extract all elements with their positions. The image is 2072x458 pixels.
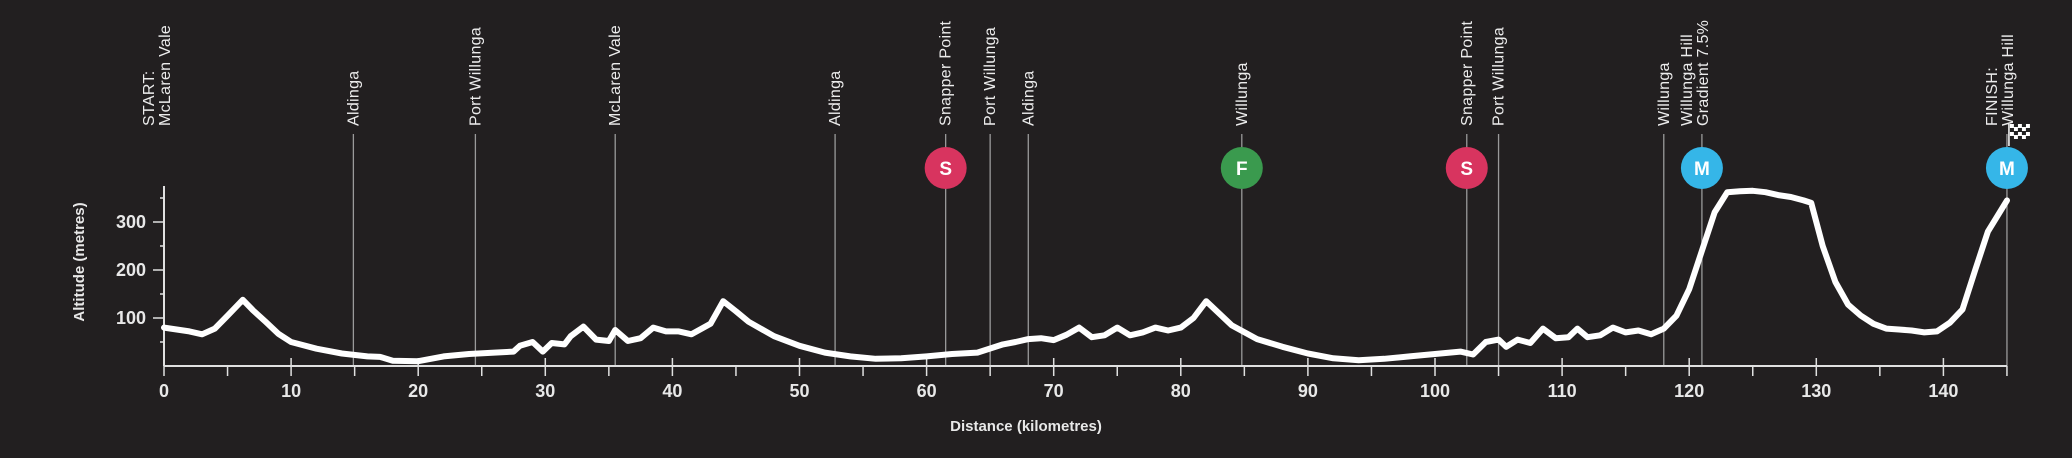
waypoint-label-line: FINISH: [1984, 67, 2001, 126]
waypoint-label: Port Willunga [1491, 27, 1508, 126]
waypoint-label-line: McLaren Vale [607, 25, 624, 126]
flag-square [2009, 136, 2014, 140]
x-tick-label: 60 [917, 381, 937, 401]
x-tick-label: 0 [159, 381, 169, 401]
waypoint-label: Port Willunga [467, 27, 484, 126]
waypoint-label-line: Willunga Hill [1679, 34, 1696, 126]
elevation-profile-line [161, 187, 2010, 365]
waypoint-label-line: Aldinga [827, 71, 844, 126]
flag-square [2025, 128, 2030, 132]
x-tick-label: 70 [1044, 381, 1064, 401]
waypoint-label-line: Port Willunga [982, 27, 999, 126]
axes: 0 10 20 30 40 50 60 70 80 90 100 110 120 130 140 100 200… [116, 186, 2008, 401]
flag-square [2017, 124, 2022, 128]
mountain-badge-icon [1680, 147, 1723, 189]
flag-square [2025, 124, 2030, 128]
x-tick-label: 50 [789, 381, 809, 401]
waypoint-label: FINISH:Willunga Hill [1984, 34, 2017, 126]
waypoints: START:McLaren Vale Aldinga Port Willunga Mc… [141, 20, 2017, 366]
waypoint-label: Snapper Point [1459, 20, 1476, 126]
waypoint-label: Willunga HillGradient 7.5% [1679, 20, 1712, 126]
y-tick-label: 100 [116, 308, 146, 328]
waypoint-label: McLaren Vale [607, 25, 624, 126]
flag-square [2021, 127, 2026, 131]
x-tick-label: 90 [1298, 381, 1318, 401]
sprint-badge-label: S [1460, 159, 1473, 180]
feed-zone-badge-label: F [1236, 159, 1248, 180]
waypoint-label: Willunga [1656, 62, 1673, 126]
sprint-badge-label: S [939, 159, 952, 180]
x-tick-label: 30 [535, 381, 555, 401]
waypoint-label-line: Willunga Hill [2000, 34, 2017, 126]
x-tick-label: 110 [1548, 381, 1577, 401]
waypoint-label: Port Willunga [982, 27, 999, 126]
x-axis-title: Distance (kilometres) [950, 418, 1102, 435]
sprint-badge-icon [1445, 147, 1488, 189]
mountain-badge-label: M [1999, 159, 2015, 180]
waypoint-label-line: Willunga [1656, 62, 1673, 126]
waypoint-label: START:McLaren Vale [141, 25, 174, 126]
waypoint-label-line: Snapper Point [938, 20, 955, 126]
x-tick-label: 80 [1171, 381, 1191, 401]
waypoint-label-line: Gradient 7.5% [1695, 20, 1712, 126]
waypoint-label-line: START: [141, 71, 158, 126]
x-tick-label: 130 [1801, 381, 1831, 401]
flag-square [2013, 131, 2018, 135]
waypoint-label: Aldinga [827, 71, 844, 126]
flag-square [2009, 132, 2014, 136]
waypoint-label-line: Aldinga [1020, 71, 1037, 126]
feed-zone-badge-icon [1220, 147, 1263, 189]
flag-square [2025, 136, 2030, 140]
y-tick-label: 200 [116, 260, 146, 280]
x-tick-label: 10 [281, 381, 301, 401]
mountain-badge-icon [1985, 147, 2028, 189]
y-tick-label: 300 [116, 212, 146, 232]
y-axis-title: Altitude (metres) [71, 202, 88, 321]
x-tick-label: 100 [1420, 381, 1450, 401]
waypoint-label: Willunga [1234, 62, 1251, 126]
waypoint-label: Aldinga [345, 71, 362, 126]
x-tick-label: 20 [408, 381, 428, 401]
mountain-badge-label: M [1694, 159, 1710, 180]
flag-square [2017, 132, 2022, 136]
flag-square [2021, 131, 2026, 135]
waypoint-label-line: Snapper Point [1459, 20, 1476, 126]
flag-square [2021, 135, 2026, 139]
x-tick-label: 120 [1674, 381, 1704, 401]
x-tick-label: 40 [662, 381, 682, 401]
flag-square [2013, 135, 2018, 139]
waypoint-label-line: McLaren Vale [157, 25, 174, 126]
flag-square [2009, 128, 2014, 132]
checkered-flag-icon [2008, 123, 2030, 146]
flag-square [2017, 136, 2022, 140]
x-tick-label: 140 [1928, 381, 1958, 401]
flag-square [2013, 123, 2018, 127]
waypoint-label-line: Willunga [1234, 62, 1251, 126]
waypoint-label-line: Port Willunga [1491, 27, 1508, 126]
flag-square [2021, 123, 2026, 127]
waypoint-label: Aldinga [1020, 71, 1037, 126]
flag-square [2025, 132, 2030, 136]
flag-square [2017, 128, 2022, 132]
waypoint-label-line: Port Willunga [467, 27, 484, 126]
flag-square [2013, 127, 2018, 131]
waypoint-label-line: Aldinga [345, 71, 362, 126]
sprint-badge-icon [924, 147, 967, 189]
waypoint-label: Snapper Point [938, 20, 955, 126]
flag-square [2009, 124, 2014, 128]
